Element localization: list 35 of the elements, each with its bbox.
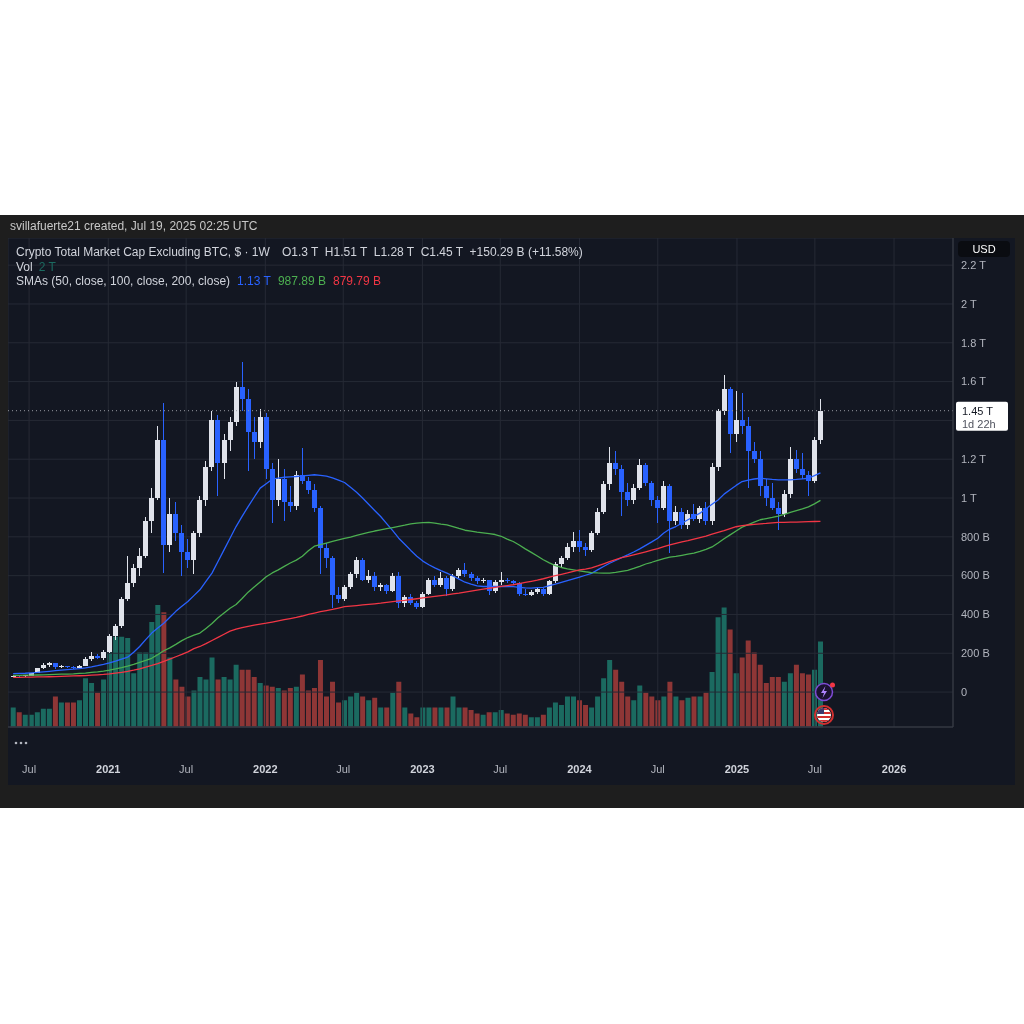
x-tick-label: Jul [22, 762, 37, 775]
annotation: SMAs (50, close, 100, close, 200, close) [16, 274, 231, 289]
text: Crypto Total Market Cap Excluding BTC, $ · 1W [16, 245, 270, 260]
x-tick-label: 2021 [96, 762, 121, 775]
x-tick-label: 2026 [881, 762, 907, 775]
text: svillafuerte21 created, Jul 19, 2025 02:25 UTC [10, 219, 258, 233]
x-tick-label: Jul [650, 762, 665, 775]
y-tick-label: 600 B [961, 569, 990, 582]
annotation: 2 T [38, 259, 56, 274]
annotation: 987.89 B [277, 274, 326, 289]
y-tick-label: 1.6 T [961, 375, 987, 388]
y-tick-label: 2.2 T [961, 259, 987, 272]
x-tick-label: 2024 [567, 762, 593, 775]
annotation: 879.79 B [332, 274, 382, 289]
y-tick-label: 1.8 T [961, 336, 987, 349]
x-tick-label: 2025 [724, 762, 750, 775]
text: USD [972, 243, 996, 255]
y-tick-label: 800 B [961, 530, 990, 543]
x-tick-label: Jul [807, 762, 822, 775]
x-tick-label: 2023 [410, 762, 435, 775]
text: 1d 22h [962, 417, 996, 430]
y-tick-label: 200 B [961, 647, 990, 660]
y-tick-label: 1 T [961, 491, 977, 504]
annotation: 1.13 T [237, 274, 271, 289]
y-tick-label: 0 [961, 685, 968, 698]
annotation: Vol [16, 259, 33, 274]
y-tick-label: 400 B [961, 608, 990, 621]
x-tick-label: Jul [493, 762, 508, 775]
x-tick-label: Jul [336, 762, 351, 775]
y-tick-label: 1.2 T [961, 453, 987, 466]
x-tick-label: Jul [179, 762, 194, 775]
y-tick-label: 2 T [961, 297, 977, 310]
annotation: O1.3 T H1.51 T L1.28 T C1.45 T +150.29 B (+11.58%) [281, 245, 583, 260]
x-tick-label: 2022 [253, 762, 278, 775]
ref-line-label: 1.45 T [962, 404, 994, 417]
